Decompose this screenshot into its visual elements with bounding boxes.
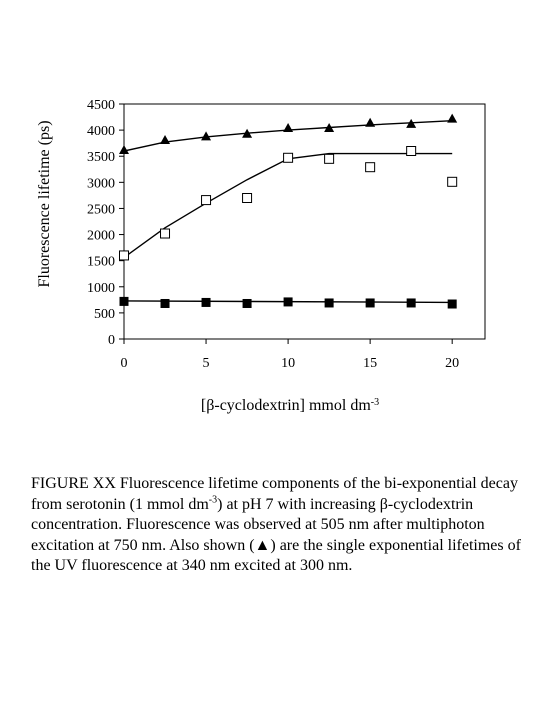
y-tick-label: 0 (108, 333, 115, 348)
triangle-marker (365, 117, 376, 127)
filled-square-marker (160, 298, 170, 308)
open-square-marker (201, 195, 212, 206)
open-square-marker (406, 146, 417, 156)
open-square-marker (119, 250, 129, 261)
open-square-marker (160, 228, 171, 239)
y-tick-label: 3000 (87, 176, 115, 191)
triangle-marker (119, 144, 129, 154)
y-tick-label: 4500 (87, 98, 115, 113)
y-tick-label: 1000 (87, 281, 115, 296)
beta-symbol: β (206, 397, 214, 414)
x-tick-label: 10 (281, 356, 295, 371)
y-tick-label: 500 (94, 307, 115, 322)
y-tick-label: 4000 (87, 124, 115, 139)
triangle-marker (201, 131, 212, 141)
open-square-marker (324, 153, 335, 164)
triangle-marker (160, 135, 171, 145)
x-axis-label: [β-cyclodextrin] mmol dm-3 (201, 397, 379, 415)
filled-square-marker (406, 298, 416, 308)
fit-line-1 (123, 152, 453, 259)
fit-curves (123, 120, 453, 304)
chart-axes: 0 500 1000 1500 2000 2500 3000 3500 4000 4500 0 5 10… (87, 98, 486, 371)
y-axis-label: Fluorescence lifetime (ps) (36, 120, 53, 287)
x-tick-label: 0 (121, 356, 128, 371)
open-square-marker (365, 162, 376, 173)
open-square-marker (447, 176, 458, 187)
plot-frame (123, 103, 486, 340)
triangle-marker (242, 128, 253, 138)
triangle-marker (283, 123, 294, 133)
filled-square-marker (119, 296, 129, 306)
triangle-symbol-icon: ▲ (254, 536, 271, 554)
filled-square-marker (365, 298, 375, 308)
filled-square-marker (324, 298, 334, 308)
exponent: -3 (371, 397, 379, 408)
x-tick-label: 5 (203, 356, 210, 371)
filled-square-marker (283, 297, 293, 307)
filled-square-marker (201, 297, 211, 307)
filled-square-marker (447, 299, 457, 309)
x-tick-label: 20 (445, 356, 459, 371)
triangle-marker (406, 118, 417, 128)
y-tick-label: 1500 (87, 255, 115, 270)
y-tick-label: 3500 (87, 150, 115, 165)
triangle-marker (324, 123, 335, 133)
filled-square-marker (242, 298, 252, 308)
y-tick-label: 2500 (87, 202, 115, 217)
lifetime-chart: 0 500 1000 1500 2000 2500 3000 3500 4000 4500 0 5 10… (36, 98, 486, 415)
triangle-marker (447, 113, 458, 123)
data-points (119, 113, 458, 309)
y-tick-label: 2000 (87, 229, 115, 244)
x-tick-label: 15 (363, 356, 377, 371)
open-square-marker (242, 193, 253, 203)
figure-caption: FIGURE XX Fluorescence lifetime componen… (31, 475, 521, 574)
open-square-marker (283, 152, 294, 163)
